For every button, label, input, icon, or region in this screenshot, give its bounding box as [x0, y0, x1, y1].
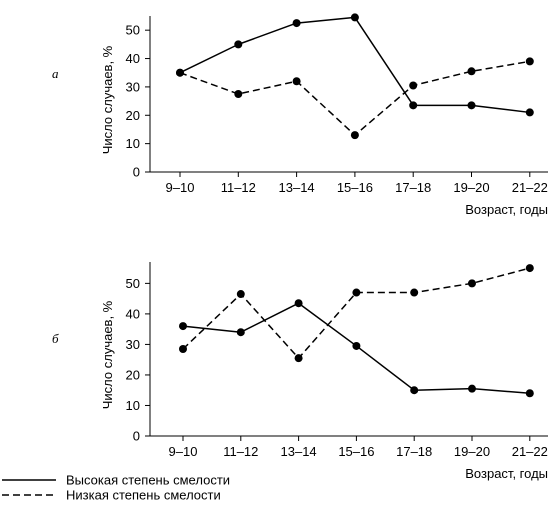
data-point-low [236, 290, 245, 299]
y-tick-label: 0 [133, 429, 140, 444]
y-axis-title: Число случаев, % [100, 45, 115, 154]
x-axis-title: Возраст, годы [465, 202, 548, 217]
data-point-high [352, 341, 361, 350]
data-point-high [525, 108, 534, 117]
data-point-low [410, 288, 419, 297]
y-tick-label: 30 [126, 79, 140, 94]
data-point-low [409, 81, 418, 90]
data-point-high [410, 386, 419, 395]
x-tick-label: 17–18 [396, 444, 432, 459]
x-tick-label: 17–18 [395, 180, 431, 195]
legend: Высокая степень смелости Низкая степень … [2, 473, 230, 503]
data-point-low [525, 264, 534, 273]
x-tick-label: 9–10 [169, 444, 198, 459]
data-point-low [468, 279, 476, 288]
data-point-high [234, 40, 243, 49]
x-tick-label: 21–22 [512, 180, 548, 195]
data-point-low [292, 77, 301, 86]
data-point-low [525, 57, 534, 66]
data-point-low [176, 68, 184, 77]
y-tick-label: 50 [126, 23, 140, 38]
legend-label-low: Низкая степень смелости [66, 488, 221, 503]
x-tick-label: 11–12 [221, 180, 256, 195]
data-point-high [525, 389, 534, 398]
data-point-low [350, 131, 359, 140]
panel-label: а [52, 66, 59, 81]
x-tick-label: 13–14 [281, 444, 317, 459]
y-tick-label: 0 [133, 165, 140, 180]
y-tick-label: 10 [126, 398, 140, 413]
x-tick-label: 11–12 [223, 444, 258, 459]
series-line-low [179, 60, 530, 136]
chart-panel-2: 0 10 20 30 40 50 9–10 11–12 13–14 15–16 17–18 19–20… [52, 262, 548, 481]
data-point-low [352, 288, 361, 297]
data-point-low [467, 67, 476, 76]
series-line-high [179, 16, 530, 114]
y-tick-label: 20 [126, 108, 140, 123]
data-point-high [294, 299, 303, 308]
x-tick-label: 15–16 [338, 444, 374, 459]
x-tick-label: 21–22 [512, 444, 548, 459]
legend-label-high: Высокая степень смелости [66, 473, 230, 488]
y-tick-label: 10 [126, 136, 140, 151]
data-point-high [409, 101, 418, 110]
data-point-high [350, 13, 359, 22]
y-tick-label: 50 [126, 276, 140, 291]
data-point-high [467, 101, 476, 110]
chart-panels: 0 10 20 30 40 50 9–10 11–12 13–14 15–16 17–18 19–20… [52, 13, 548, 481]
y-axis-title: Число случаев, % [100, 300, 115, 409]
x-tick-label: 15–16 [337, 180, 373, 195]
data-point-high [292, 19, 301, 28]
data-point-low [294, 354, 303, 363]
y-tick-label: 20 [126, 367, 140, 382]
data-point-high [236, 328, 245, 337]
chart-panel-1: 0 10 20 30 40 50 9–10 11–12 13–14 15–16 17–18 19–20… [52, 13, 548, 217]
x-tick-label: 9–10 [166, 180, 195, 195]
x-tick-label: 19–20 [454, 444, 490, 459]
data-point-high [468, 384, 476, 393]
data-point-low [179, 345, 187, 353]
y-tick-label: 40 [126, 306, 140, 321]
data-point-low [234, 90, 243, 98]
data-point-high [179, 322, 187, 331]
x-tick-label: 19–20 [453, 180, 489, 195]
y-tick-label: 30 [126, 337, 140, 352]
panel-label: б [52, 331, 59, 346]
x-axis-title: Возраст, годы [465, 466, 548, 481]
y-tick-label: 40 [126, 51, 140, 66]
x-tick-label: 13–14 [279, 180, 315, 195]
